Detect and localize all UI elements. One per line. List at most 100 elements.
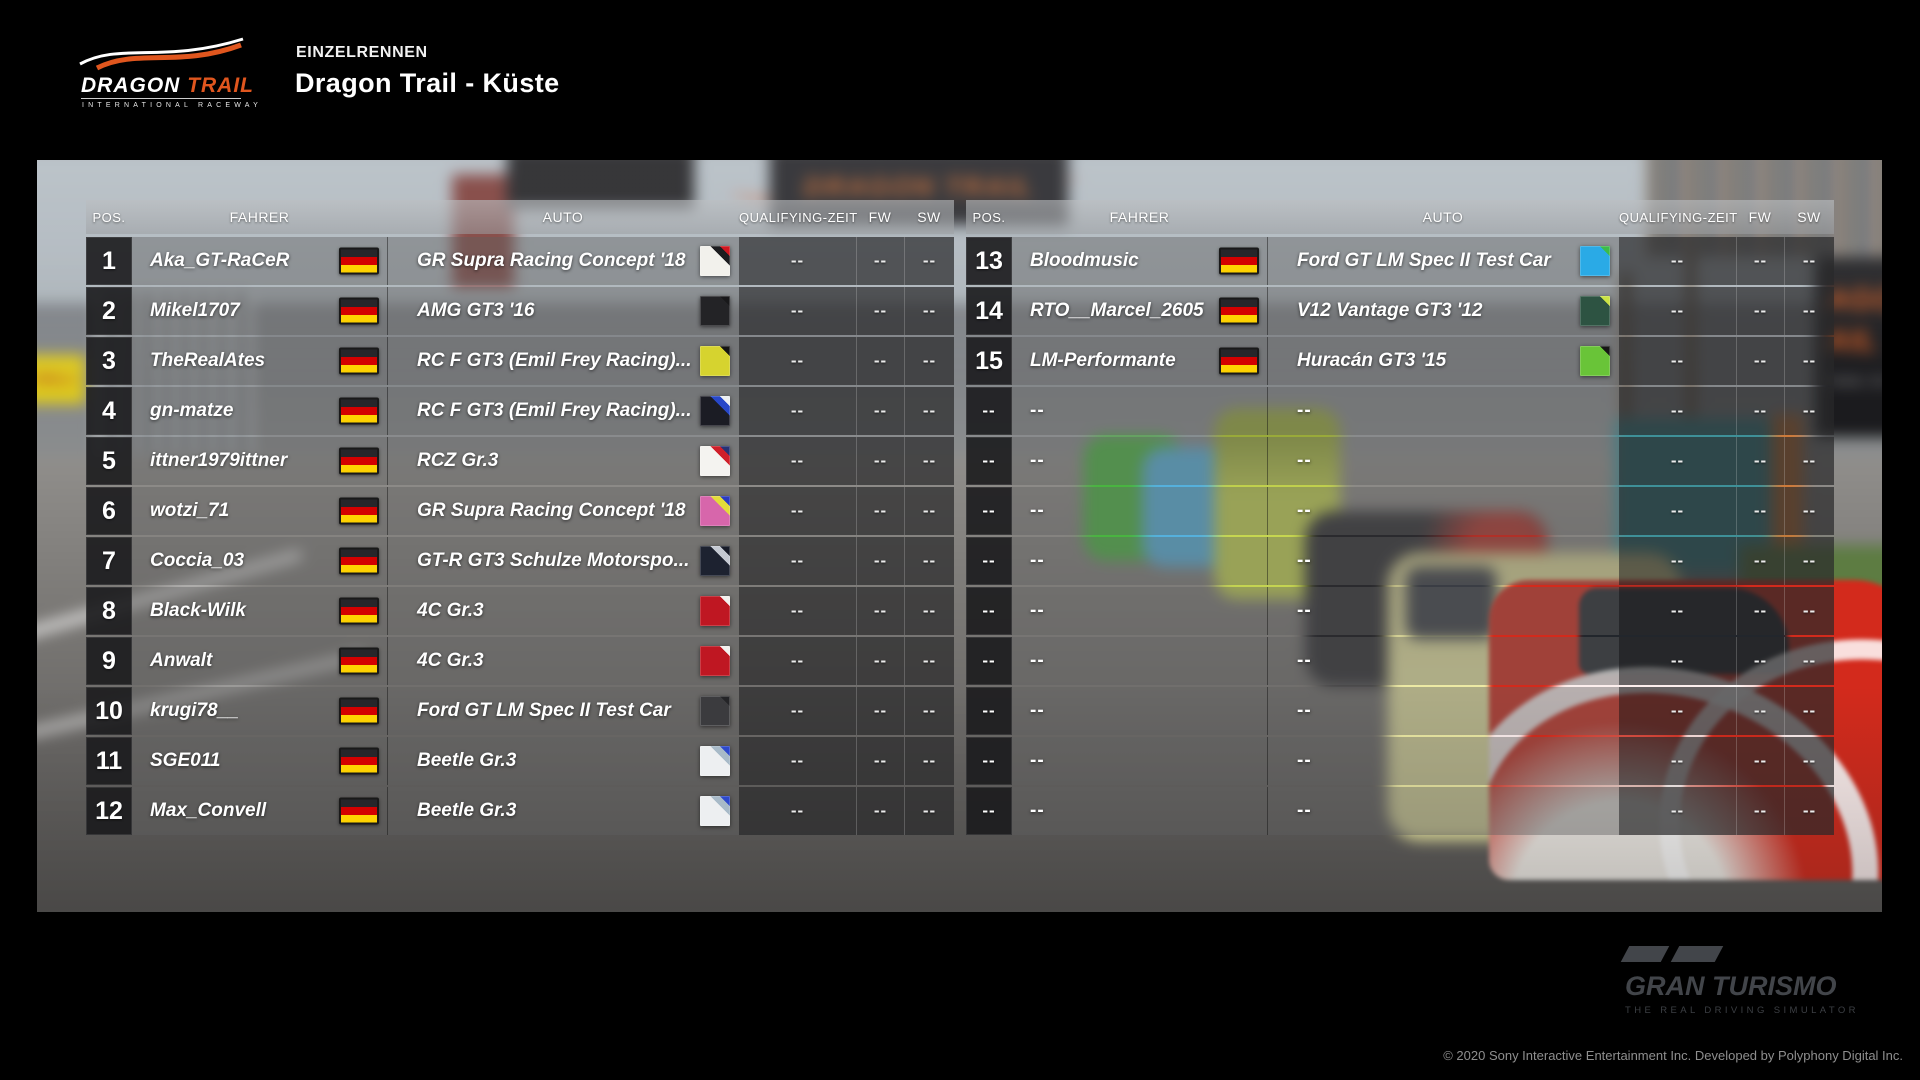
driver-cell: --	[1012, 487, 1267, 535]
table-row[interactable]: -- -- -- -- -- --	[966, 487, 1834, 535]
table-row[interactable]: -- -- -- -- -- --	[966, 537, 1834, 585]
position-cell: 11	[86, 737, 132, 785]
qualifying-time-cell-value: --	[1670, 501, 1685, 520]
table-row[interactable]: 10 krugi78__ Ford GT LM Spec II Test Car --…	[86, 687, 954, 735]
car-cell: RCZ Gr.3	[387, 437, 739, 485]
car-name: 4C Gr.3	[417, 650, 484, 671]
sw-cell: --	[1784, 337, 1834, 385]
fw-cell-value: --	[873, 401, 888, 420]
position-cell: --	[966, 387, 1012, 435]
driver-cell: ittner1979ittner	[132, 437, 387, 485]
table-row[interactable]: 1 Aka_GT-RaCeR GR Supra Racing Concept '18…	[86, 237, 954, 285]
table-row[interactable]: 14 RTO__Marcel_2605 V12 Vantage GT3 '12 -- -…	[966, 287, 1834, 335]
table-row[interactable]: 3 TheRealAtes RC F GT3 (Emil Frey Racing).…	[86, 337, 954, 385]
table-row[interactable]: 5 ittner1979ittner RCZ Gr.3 -- -- --	[86, 437, 954, 485]
fw-cell-value: --	[1753, 751, 1768, 770]
table-row[interactable]: 15 LM-Performante Huracán GT3 '15 -- -- --	[966, 337, 1834, 385]
qualifying-time-cell: --	[1619, 587, 1736, 635]
driver-cell: Aka_GT-RaCeR	[132, 237, 387, 285]
table-row[interactable]: 7 Coccia_03 GT-R GT3 Schulze Motorspo... --…	[86, 537, 954, 585]
sw-cell: --	[904, 437, 954, 485]
qualifying-time-cell: --	[1619, 437, 1736, 485]
sw-cell: --	[1784, 637, 1834, 685]
table-row[interactable]: -- -- -- -- -- --	[966, 387, 1834, 435]
qualifying-time-cell: --	[739, 287, 856, 335]
position-cell: 6	[86, 487, 132, 535]
table-row[interactable]: 8 Black-Wilk 4C Gr.3 -- -- --	[86, 587, 954, 635]
driver-cell: gn-matze	[132, 387, 387, 435]
qualifying-time-cell-value: --	[1670, 701, 1685, 720]
driver-cell: RTO__Marcel_2605	[1012, 287, 1267, 335]
sw-cell: --	[1784, 237, 1834, 285]
column-header-sw: SW	[917, 209, 941, 225]
table-row[interactable]: 2 Mikel1707 AMG GT3 '16 -- -- --	[86, 287, 954, 335]
germany-flag-icon	[339, 447, 379, 475]
car-name: Ford GT LM Spec II Test Car	[417, 700, 671, 721]
position-value: 8	[102, 596, 116, 625]
table-row[interactable]: -- -- -- -- -- --	[966, 637, 1834, 685]
car-name: Huracán GT3 '15	[1297, 350, 1447, 371]
table-row[interactable]: 9 Anwalt 4C Gr.3 -- -- --	[86, 637, 954, 685]
car-name: --	[1297, 700, 1312, 721]
car-name: Beetle Gr.3	[417, 800, 517, 821]
position-cell: --	[966, 737, 1012, 785]
position-value: 14	[975, 296, 1003, 325]
car-cell: GT-R GT3 Schulze Motorspo...	[387, 537, 739, 585]
driver-name: SGE011	[150, 750, 221, 771]
driver-cell: SGE011	[132, 737, 387, 785]
driver-cell: --	[1012, 437, 1267, 485]
qualifying-time-cell: --	[739, 387, 856, 435]
table-header: POS. FAHRER AUTO QUALIFYING-ZEIT FW SW	[86, 200, 954, 234]
gt-parallelogram-icon	[1620, 946, 1670, 962]
fw-cell: --	[856, 587, 904, 635]
table-row[interactable]: 11 SGE011 Beetle Gr.3 -- -- --	[86, 737, 954, 785]
car-name: --	[1297, 600, 1312, 621]
table-body: 1 Aka_GT-RaCeR GR Supra Racing Concept '18…	[86, 237, 954, 835]
sw-cell-value: --	[1802, 451, 1817, 470]
qualifying-time-cell-value: --	[790, 551, 805, 570]
table-row[interactable]: 13 Bloodmusic Ford GT LM Spec II Test Car -…	[966, 237, 1834, 285]
driver-cell: Black-Wilk	[132, 587, 387, 635]
qualifying-time-cell: --	[1619, 787, 1736, 835]
table-row[interactable]: 6 wotzi_71 GR Supra Racing Concept '18 -- --…	[86, 487, 954, 535]
fw-cell: --	[1736, 537, 1784, 585]
sw-cell: --	[904, 237, 954, 285]
gran-turismo-logo: GRAN TURISMO THE REAL DRIVING SIMULATOR	[1620, 946, 1856, 1016]
column-header-pos: POS.	[972, 209, 1006, 225]
position-value: 2	[102, 296, 116, 325]
fw-cell-value: --	[1753, 551, 1768, 570]
fw-cell: --	[856, 787, 904, 835]
fw-cell: --	[1736, 337, 1784, 385]
table-row[interactable]: -- -- -- -- -- --	[966, 737, 1834, 785]
sw-cell: --	[904, 537, 954, 585]
position-cell: 5	[86, 437, 132, 485]
driver-name: RTO__Marcel_2605	[1030, 300, 1204, 321]
logo-title-part1: DRAGON	[81, 74, 181, 97]
germany-flag-icon	[339, 797, 379, 825]
position-value: 1	[102, 246, 116, 275]
fw-cell-value: --	[873, 451, 888, 470]
position-cell: --	[966, 587, 1012, 635]
car-cell: RC F GT3 (Emil Frey Racing)...	[387, 387, 739, 435]
sw-cell: --	[1784, 737, 1834, 785]
sw-cell-value: --	[922, 251, 937, 270]
pirelli-text: PIRELLI	[37, 374, 75, 385]
table-row[interactable]: 12 Max_Convell Beetle Gr.3 -- -- --	[86, 787, 954, 835]
logo-title: DRAGON TRAIL	[81, 74, 254, 98]
table-row[interactable]: -- -- -- -- -- --	[966, 437, 1834, 485]
car-livery-chip	[700, 396, 730, 426]
sw-cell: --	[1784, 587, 1834, 635]
table-row[interactable]: -- -- -- -- -- --	[966, 787, 1834, 835]
table-row[interactable]: -- -- -- -- -- --	[966, 687, 1834, 735]
sw-cell: --	[904, 737, 954, 785]
car-cell: AMG GT3 '16	[387, 287, 739, 335]
qualifying-time-cell-value: --	[790, 701, 805, 720]
car-cell: Beetle Gr.3	[387, 737, 739, 785]
driver-cell: Max_Convell	[132, 787, 387, 835]
table-row[interactable]: -- -- -- -- -- --	[966, 587, 1834, 635]
qualifying-time-cell-value: --	[1670, 401, 1685, 420]
qualifying-time-cell: --	[739, 687, 856, 735]
table-row[interactable]: 4 gn-matze RC F GT3 (Emil Frey Racing)... -…	[86, 387, 954, 435]
qualifying-time-cell: --	[739, 537, 856, 585]
qualifying-time-cell: --	[739, 487, 856, 535]
